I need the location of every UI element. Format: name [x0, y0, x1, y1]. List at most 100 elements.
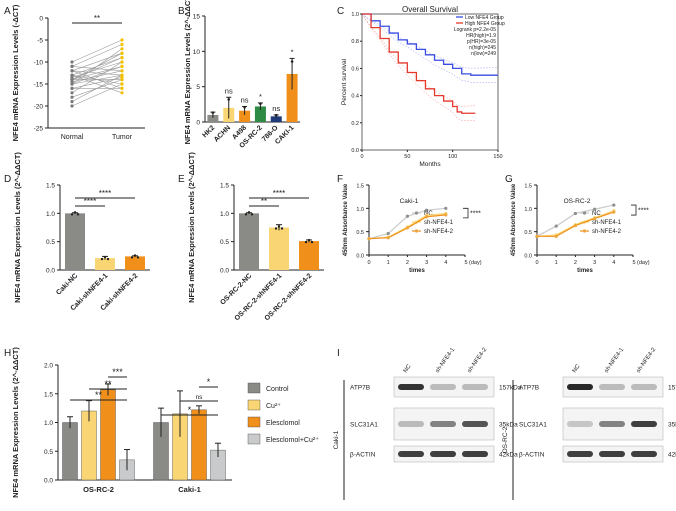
- panel-h: 0.0 0.5 1.0 1.5 2.0 NFE4 mRNA Expression Leve…: [11, 347, 319, 498]
- y-tick-label: 0.8: [351, 39, 359, 45]
- pair-line: [71, 61, 123, 94]
- blot-band: [599, 384, 625, 390]
- pair-line: [71, 74, 123, 102]
- sig-label: ****: [638, 208, 649, 215]
- x-tick-label: 2: [406, 260, 409, 266]
- blot-band: [567, 421, 593, 427]
- legend-label: sh-NFE4-1: [424, 220, 454, 226]
- panel-i-left: Caki-1 NC sh-NFE4-1 sh-NFE4-2 ATP7B 157kDa SLC…: [333, 346, 522, 500]
- data-point: [73, 211, 77, 214]
- x-tick-label: 50: [404, 154, 410, 160]
- series-point: [367, 237, 371, 241]
- legend-label: Elesclomol: [266, 420, 300, 427]
- pair-line: [71, 57, 123, 80]
- sig-label: ns: [241, 95, 249, 104]
- series-point: [573, 211, 578, 216]
- sig-label: ns: [225, 86, 233, 95]
- y-tick-label: 0.6: [351, 66, 359, 72]
- bar: [239, 110, 251, 122]
- sig-label: ****: [470, 211, 481, 218]
- y-tick-label: -20: [34, 104, 44, 111]
- x-tick-label: Normal: [61, 134, 84, 141]
- y-tick-label: 0.0: [356, 254, 364, 260]
- data-point: [243, 106, 246, 109]
- y-tick-label: 0.4: [351, 94, 359, 100]
- x-axis-title: times: [577, 268, 593, 274]
- bar: [62, 422, 78, 481]
- series-point: [386, 236, 390, 240]
- y-tick-label: 0: [39, 16, 43, 23]
- y-tick-label: 1.5: [220, 183, 229, 190]
- sig-label: *: [291, 47, 294, 56]
- pair-line: [71, 52, 123, 80]
- y-axis-title: NFE4 mRNA Expression Levels (2^-ΔΔCT): [187, 152, 196, 303]
- y-tick-label: 0.0: [44, 478, 53, 485]
- ci-line: [361, 13, 499, 69]
- legend-label: Cu²⁺: [266, 403, 281, 410]
- blot-band: [430, 451, 456, 457]
- sig-label: **: [104, 379, 112, 389]
- bar: [191, 409, 207, 481]
- panel-label-a: A: [4, 6, 11, 17]
- blot-band: [567, 451, 593, 457]
- y-axis-title: NFE4 mRNA Expression Levels (2^-ΔΔCT): [13, 152, 22, 303]
- legend-label: NC: [424, 211, 433, 217]
- data-point: [100, 257, 104, 261]
- significance-label: **: [94, 14, 100, 23]
- data-point: [70, 213, 74, 216]
- y-tick-label: 0.5: [356, 230, 364, 236]
- blot-band: [398, 451, 424, 457]
- blot-band: [462, 451, 488, 457]
- panel-label-g: G: [505, 174, 513, 185]
- y-tick-label: -5: [37, 38, 43, 45]
- legend-label: Low NFE4 Group: [465, 15, 504, 21]
- y-tick-label: 1.5: [356, 184, 364, 190]
- chart-title: Overall Survival: [402, 5, 458, 14]
- normal-point: [70, 60, 74, 64]
- panel-label-f: F: [337, 174, 343, 185]
- x-tick-label: 0: [535, 260, 538, 266]
- ci-line: [361, 13, 476, 122]
- tumor-point: [120, 38, 124, 42]
- data-point: [277, 225, 281, 228]
- blot-band: [430, 421, 456, 427]
- y-tick-label: 1.0: [220, 211, 229, 218]
- stat-label: n(high)=245: [469, 45, 496, 51]
- normal-point: [70, 91, 74, 95]
- normal-point: [70, 82, 74, 86]
- blot-band: [599, 421, 625, 427]
- x-axis-title: times: [409, 268, 425, 274]
- data-point: [247, 211, 251, 214]
- pair-line: [71, 70, 123, 83]
- blot-band: [462, 421, 488, 427]
- panel-i-right: OS-RC-2NCsh-NFE4-1sh-NFE4-2ATP7B157kDaSL…: [502, 346, 676, 500]
- panel-label-b: B: [178, 6, 185, 17]
- lane-label: sh-NFE4-1: [604, 346, 626, 374]
- x-tick-label: 0: [360, 154, 363, 160]
- x-tick-label: 0: [367, 260, 370, 266]
- sig-bracket: [631, 204, 637, 216]
- panel-label-d: D: [4, 174, 11, 185]
- normal-point: [70, 95, 74, 99]
- sig-label: ****: [273, 189, 285, 198]
- size-label: 42kDa: [668, 452, 676, 459]
- ci-line: [361, 13, 476, 107]
- series-point: [554, 234, 558, 238]
- y-tick-label: 1.5: [46, 183, 55, 190]
- data-point: [103, 255, 107, 259]
- x-tick-label: ACHN: [213, 124, 232, 143]
- ci-line: [361, 13, 499, 84]
- bar: [269, 227, 289, 270]
- stat-label: Logrank p=2.2e-05: [454, 27, 496, 33]
- x-tick-label: 5 (day): [464, 260, 481, 266]
- blot-strip: [562, 376, 664, 398]
- legend-swatch: [247, 399, 261, 411]
- x-tick-label: 4: [612, 260, 615, 266]
- x-tick-label: 4: [444, 260, 447, 266]
- y-tick-label: 0: [196, 120, 200, 127]
- bar: [100, 389, 116, 481]
- normal-point: [70, 69, 74, 73]
- sig-label: ns: [272, 104, 280, 113]
